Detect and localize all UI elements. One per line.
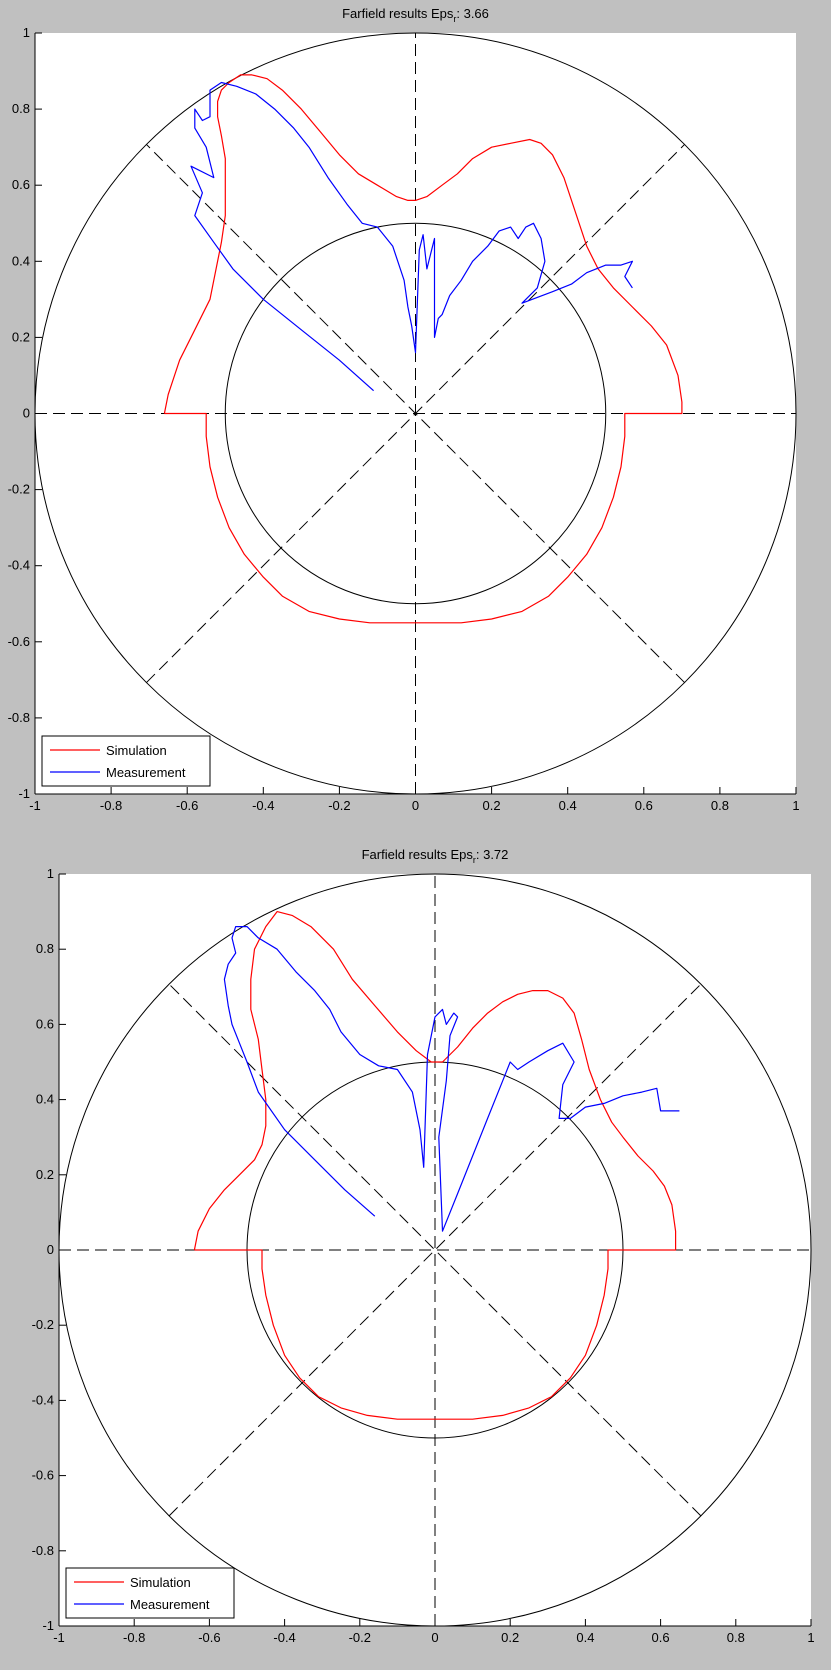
x-tick-label: 0.4 xyxy=(576,1630,594,1645)
x-tick-label: -0.6 xyxy=(198,1630,220,1645)
legend-label: Measurement xyxy=(106,765,186,780)
legend: Simulation Measurement xyxy=(65,1567,235,1619)
x-tick-label: -1 xyxy=(53,1630,65,1645)
y-tick-label: -0.2 xyxy=(32,1317,54,1332)
x-tick-label: 0.8 xyxy=(711,798,729,813)
y-tick-label: -0.6 xyxy=(32,1468,54,1483)
legend-box xyxy=(65,1567,235,1619)
y-tick-label: 0.8 xyxy=(36,941,54,956)
x-tick-label: 1 xyxy=(792,798,799,813)
y-tick-label: 0.2 xyxy=(12,329,30,344)
y-tick-label: -0.4 xyxy=(32,1392,54,1407)
x-tick-label: 0.2 xyxy=(501,1630,519,1645)
x-tick-label: 0.4 xyxy=(559,798,577,813)
y-tick-label: 0 xyxy=(23,406,30,421)
y-tick-label: -0.2 xyxy=(8,482,30,497)
y-tick-label: -0.6 xyxy=(8,634,30,649)
y-tick-label: -0.4 xyxy=(8,558,30,573)
y-tick-label: 0.8 xyxy=(12,101,30,116)
x-tick-label: 0.6 xyxy=(652,1630,670,1645)
series-measurement xyxy=(223,925,680,1232)
x-tick-label: 0.6 xyxy=(635,798,653,813)
x-tick-label: -0.6 xyxy=(176,798,198,813)
series-measurement xyxy=(190,81,634,392)
y-tick-label: 0.6 xyxy=(12,177,30,192)
y-tick-label: 0.2 xyxy=(36,1167,54,1182)
x-tick-label: 0.8 xyxy=(727,1630,745,1645)
x-tick-label: 0 xyxy=(412,798,419,813)
chart-title: Farfield results Epsr: 3.72 xyxy=(362,847,509,865)
chart-1: Farfield results Epsr: 3.66 -1 -0.8 -0.6 -0.… xyxy=(8,6,800,813)
y-tick-label: 1 xyxy=(23,25,30,40)
x-tick-label: -0.2 xyxy=(328,798,350,813)
x-tick-label: -0.8 xyxy=(123,1630,145,1645)
legend-label: Simulation xyxy=(130,1575,191,1590)
legend: Simulation Measurement xyxy=(41,735,211,787)
y-tick-label: -1 xyxy=(42,1618,54,1633)
x-tick-label: -0.4 xyxy=(252,798,274,813)
polar-spoke xyxy=(146,144,685,683)
y-tick-label: 0.6 xyxy=(36,1016,54,1031)
y-tick-label: 1 xyxy=(47,866,54,881)
legend-label: Simulation xyxy=(106,743,167,758)
y-tick-label: -0.8 xyxy=(32,1543,54,1558)
y-tick-label: 0.4 xyxy=(12,253,30,268)
y-tick-label: 0.4 xyxy=(36,1092,54,1107)
x-tick-label: 1 xyxy=(807,1630,814,1645)
series-simulation xyxy=(163,74,683,624)
x-tick-label: -0.8 xyxy=(100,798,122,813)
chart-2: Farfield results Epsr: 3.72 -1 -0.8 -0.6 -0.… xyxy=(32,847,815,1645)
chart-title: Farfield results Epsr: 3.66 xyxy=(342,6,489,24)
series-simulation xyxy=(193,910,677,1420)
y-tick-label: 0 xyxy=(47,1242,54,1257)
legend-label: Measurement xyxy=(130,1597,210,1612)
x-tick-label: 0.2 xyxy=(483,798,501,813)
x-tick-label: -0.4 xyxy=(273,1630,295,1645)
y-tick-label: -0.8 xyxy=(8,710,30,725)
legend-box xyxy=(41,735,211,787)
x-tick-label: 0 xyxy=(431,1630,438,1645)
x-tick-label: -1 xyxy=(29,798,41,813)
x-tick-label: -0.2 xyxy=(349,1630,371,1645)
y-tick-label: -1 xyxy=(18,786,30,801)
